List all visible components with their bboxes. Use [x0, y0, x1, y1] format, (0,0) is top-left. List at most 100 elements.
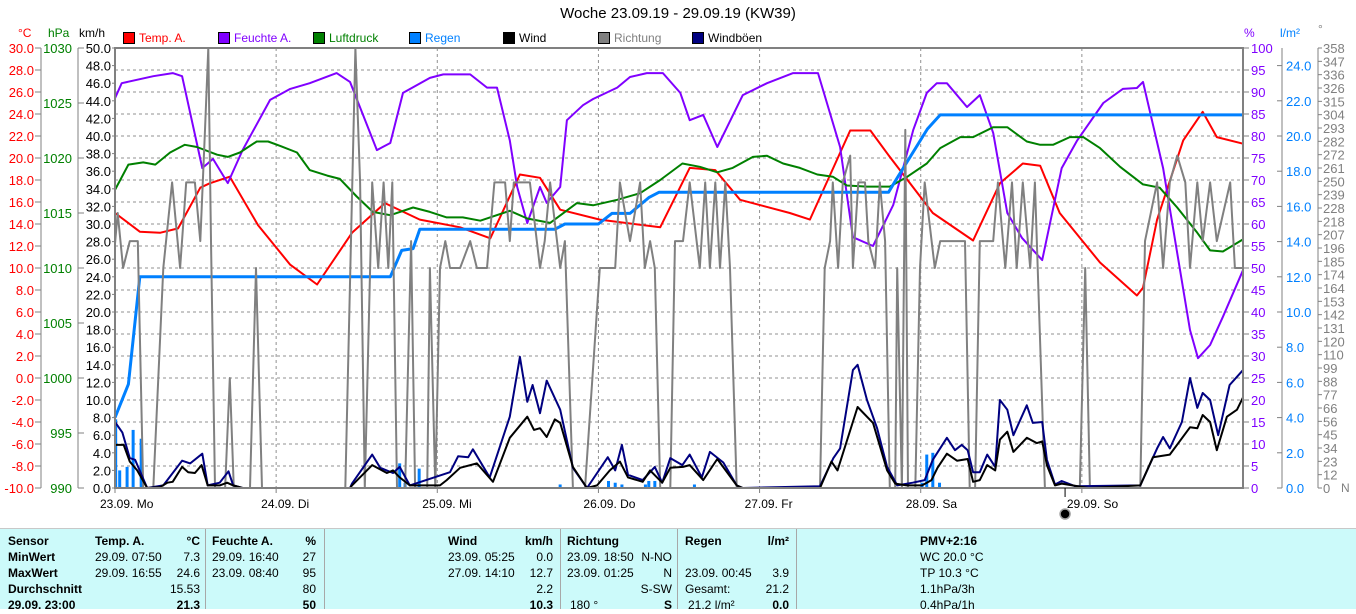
- legend-direction[interactable]: Richtung: [598, 31, 661, 45]
- direction-axis-label: 142: [1323, 308, 1345, 323]
- pressure-axis-label: 1015: [43, 206, 72, 221]
- direction-axis-label: 336: [1323, 68, 1345, 83]
- series-wind: [115, 396, 1244, 489]
- wind-axis-label: 36.0: [86, 164, 111, 179]
- temp-axis-label: 16.0: [9, 195, 34, 210]
- direction-axis-label: 196: [1323, 241, 1345, 256]
- humidity-axis-label: 45: [1251, 283, 1265, 298]
- direction-axis-label: 99: [1323, 361, 1337, 376]
- direction-current-degrees: 180 °: [570, 598, 599, 612]
- wind-axis-label: 18.0: [86, 323, 111, 338]
- day-label: 26.09. Do: [583, 497, 635, 511]
- rain-axis-label: 2.0: [1286, 446, 1304, 461]
- header-humidity-unit: %: [305, 534, 316, 548]
- rain-bar: [647, 480, 651, 488]
- legend-pressure[interactable]: Luftdruck: [313, 31, 378, 45]
- direction-swatch: [598, 32, 610, 44]
- rain-bars: [114, 419, 942, 488]
- weather-chart: 30.0 28.0 26.0 24.0 22.0 20.0 18.0 16.0 14.0 12.0…: [4, 41, 1345, 520]
- direction-axis-label: 250: [1323, 174, 1345, 189]
- header-temp-unit: °C: [186, 534, 200, 548]
- temp-axis-label: -6.0: [12, 437, 34, 452]
- temp-max-time: 29.09. 16:55: [95, 566, 162, 580]
- humidity-axis-label: 10: [1251, 437, 1265, 452]
- temp-axis-label: 2.0: [16, 349, 34, 364]
- wind-axis-label: 8.0: [93, 411, 111, 426]
- rain-bar: [653, 480, 657, 488]
- day-label: 25.09. Mi: [422, 497, 471, 511]
- temp-axis-label: -4.0: [12, 415, 34, 430]
- axes: 30.0 28.0 26.0 24.0 22.0 20.0 18.0 16.0 14.0 12.0…: [4, 41, 1344, 511]
- direction-axis-label: 282: [1323, 134, 1345, 149]
- direction-axis-label: 12: [1323, 468, 1337, 483]
- direction-axis-label: 45: [1323, 428, 1337, 443]
- wind-axis-label: 26.0: [86, 252, 111, 267]
- series-regen: [113, 113, 1243, 419]
- temp-axis-label: 30.0: [9, 41, 34, 56]
- table-row-avg: Durchschnitt 15.53 80 2.2 S-SW Gesamt: 2…: [0, 582, 1356, 598]
- temp-axis-label: -10.0: [4, 481, 34, 496]
- humidity-max-value: 95: [302, 566, 316, 580]
- row-label: MinWert: [8, 550, 56, 564]
- direction-axis-label: 239: [1323, 188, 1345, 203]
- direction-axis-label: 131: [1323, 321, 1345, 336]
- header-wind-unit: km/h: [524, 534, 553, 548]
- temp-axis-label: 6.0: [16, 305, 34, 320]
- wind-axis-label: 30.0: [86, 217, 111, 232]
- rain-max-value: 3.9: [772, 566, 789, 580]
- rain-current-total: 21.2 l/m²: [688, 598, 735, 612]
- header-direction: Richtung: [567, 534, 619, 548]
- legend-temp[interactable]: Temp. A.: [123, 31, 186, 45]
- legend-label: Regen: [425, 31, 461, 45]
- wind-axis-label: 20.0: [86, 305, 111, 320]
- time-marker[interactable]: [1059, 488, 1071, 520]
- rain-axis-label: 10.0: [1286, 305, 1311, 320]
- humidity-axis-label: 35: [1251, 327, 1265, 342]
- rain-max-time: 23.09. 00:45: [685, 566, 752, 580]
- direction-axis-label: 347: [1323, 54, 1345, 69]
- humidity-avg-value: 80: [302, 582, 316, 596]
- temp-axis-label: 4.0: [16, 327, 34, 342]
- temp-unit: °C: [18, 26, 32, 40]
- temp-current-value: 21.3: [176, 598, 200, 612]
- header-rain-unit: l/m²: [767, 534, 789, 548]
- humidity-axis-label: 30: [1251, 349, 1265, 364]
- wind-axis-label: 24.0: [86, 270, 111, 285]
- series-luftdruck: [114, 126, 1244, 253]
- direction-axis-label: 207: [1323, 228, 1345, 243]
- wind-current-value: 10.3: [529, 598, 553, 612]
- temp-axis-label: 0.0: [16, 371, 34, 386]
- rain-axis-label: 12.0: [1286, 270, 1311, 285]
- direction-axis-label: 77: [1323, 388, 1337, 403]
- humidity-axis-label: 85: [1251, 107, 1265, 122]
- legend-gusts[interactable]: Windböen: [692, 31, 762, 45]
- legend-label: Windböen: [708, 31, 763, 45]
- header-temp: Temp. A.: [95, 534, 145, 548]
- direction-axis-label: 164: [1323, 281, 1345, 296]
- humidity-max-time: 23.09. 08:40: [212, 566, 279, 580]
- legend-wind[interactable]: Wind: [503, 31, 546, 45]
- humidity-axis-label: 0: [1251, 481, 1258, 496]
- direction-axis-label: 56: [1323, 414, 1337, 429]
- direction-axis-label: 174: [1323, 268, 1345, 283]
- humidity-axis-label: 80: [1251, 129, 1265, 144]
- wind-swatch: [503, 32, 515, 44]
- legend-humidity[interactable]: Feuchte A.: [218, 31, 291, 45]
- temp-axis-label: 22.0: [9, 129, 34, 144]
- pressure-axis-label: 1030: [43, 41, 72, 56]
- humidity-axis-label: 90: [1251, 85, 1265, 100]
- day-label: 24.09. Di: [261, 497, 309, 511]
- temp-axis-label: 24.0: [9, 107, 34, 122]
- header-sensor: Sensor: [8, 534, 49, 548]
- humidity-min-time: 29.09. 16:40: [212, 550, 279, 564]
- wind-min-time: 23.09. 05:25: [448, 550, 515, 564]
- direction-unit: °: [1318, 22, 1323, 36]
- wind-unit: km/h: [79, 26, 106, 40]
- header-wind: Wind: [448, 534, 478, 548]
- rain-axis-label: 22.0: [1286, 94, 1311, 109]
- series-temp-a-: [114, 110, 1244, 297]
- series-feuchte-a-: [114, 72, 1244, 360]
- legend-rain[interactable]: Regen: [409, 31, 460, 45]
- rain-current-value: 0.0: [772, 598, 789, 612]
- table-row-max: MaxWert 29.09. 16:55 24.6 23.09. 08:40 9…: [0, 566, 1356, 582]
